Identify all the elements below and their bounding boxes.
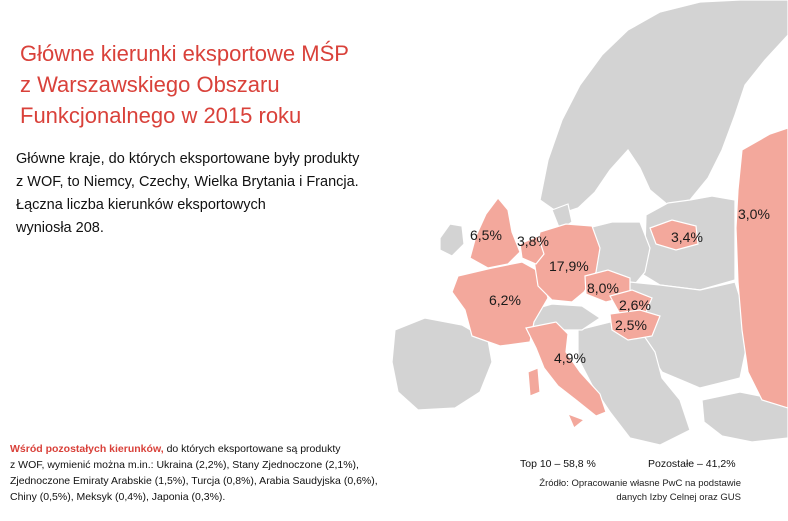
others-share: Pozostałe – 41,2% bbox=[648, 458, 736, 470]
intro-line: wyniosła 208. bbox=[16, 220, 104, 236]
source-note: Źródło: Opracowanie własne PwC na podsta… bbox=[521, 477, 741, 505]
label-netherlands: 3,8% bbox=[517, 233, 549, 249]
map-netherlands bbox=[519, 235, 545, 265]
other-destinations-note: Wśród pozostałych kierunków, do których … bbox=[10, 441, 500, 505]
map-uk bbox=[469, 197, 521, 269]
map-italy bbox=[525, 321, 607, 417]
intro-text: Główne kraje, do których eksportowane by… bbox=[16, 148, 436, 240]
map-sicily bbox=[566, 412, 586, 429]
label-slovakia: 2,6% bbox=[619, 297, 651, 313]
source-line: Źródło: Opracowanie własne PwC na podsta… bbox=[539, 478, 741, 489]
label-russia: 3,0% bbox=[738, 206, 770, 222]
intro-line: Łączna liczba kierunków eksportowych bbox=[16, 197, 266, 213]
intro-line: Główne kraje, do których eksportowane by… bbox=[16, 151, 360, 167]
title-line: z Warszawskiego Obszaru bbox=[20, 72, 280, 97]
map-ireland bbox=[439, 223, 465, 257]
note-line: Chiny (0,5%), Meksyk (0,4%), Japonia (0,… bbox=[10, 491, 226, 503]
label-italy: 4,9% bbox=[554, 350, 586, 366]
map-lithuania bbox=[649, 219, 699, 251]
note-line-rest: do których eksportowane są produkty bbox=[166, 443, 341, 455]
label-uk: 6,5% bbox=[470, 227, 502, 243]
source-line: danych Izby Celnej oraz GUS bbox=[616, 492, 741, 503]
label-czechia: 8,0% bbox=[587, 280, 619, 296]
map-germany bbox=[533, 223, 601, 303]
note-line: z WOF, wymienić można m.in.: Ukraina (2,… bbox=[10, 459, 359, 471]
label-france: 6,2% bbox=[489, 292, 521, 308]
map-russia bbox=[735, 127, 788, 409]
map-scandinavia bbox=[539, 0, 788, 215]
map-hungary bbox=[609, 309, 661, 341]
title-line: Funkcjonalnego w 2015 roku bbox=[20, 103, 302, 128]
title-line: Główne kierunki eksportowe MŚP bbox=[20, 41, 349, 66]
label-germany: 17,9% bbox=[549, 258, 589, 274]
page-title: Główne kierunki eksportowe MŚP z Warszaw… bbox=[20, 38, 349, 131]
top10-share: Top 10 – 58,8 % bbox=[520, 458, 596, 470]
note-line: Zjednoczone Emiraty Arabskie (1,5%), Tur… bbox=[10, 475, 378, 487]
map-iberia bbox=[391, 317, 493, 411]
note-line: Wśród pozostałych kierunków, do których … bbox=[10, 441, 500, 457]
note-lead: Wśród pozostałych kierunków, bbox=[10, 443, 164, 455]
map-turkey bbox=[701, 391, 788, 443]
intro-line: z WOF, to Niemcy, Czechy, Wielka Brytani… bbox=[16, 174, 359, 190]
label-lithuania: 3,4% bbox=[671, 229, 703, 245]
label-hungary: 2,5% bbox=[615, 317, 647, 333]
map-sardinia bbox=[527, 367, 541, 397]
map-slovakia bbox=[609, 289, 653, 315]
